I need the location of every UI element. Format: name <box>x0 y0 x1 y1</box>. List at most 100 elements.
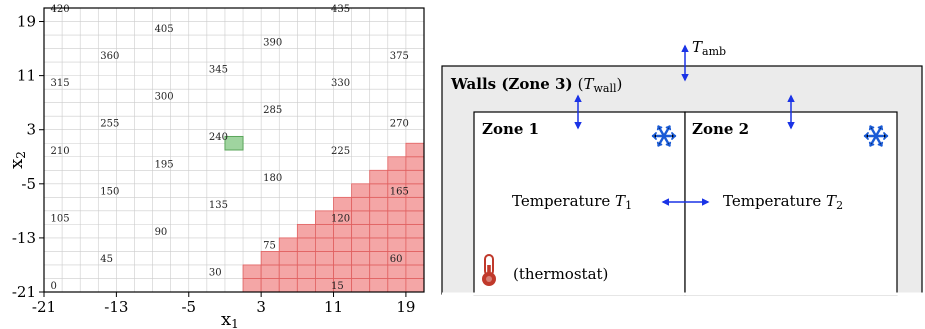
region-label: 135 <box>209 200 228 211</box>
unsafe-cell <box>405 196 425 212</box>
region-label: 105 <box>51 213 70 224</box>
region-label: 300 <box>155 92 174 103</box>
unsafe-cell <box>405 278 425 293</box>
axis-ticks: -21 -13 -5 3 11 19 19 11 3 -5 -13 -21 <box>12 13 416 316</box>
unsafe-cell <box>242 264 262 279</box>
unsafe-cell <box>405 142 425 158</box>
unsafe-cell <box>387 278 407 293</box>
unsafe-cell <box>405 156 425 171</box>
unsafe-cell <box>242 278 262 293</box>
region-label: 60 <box>390 254 403 265</box>
unsafe-region <box>242 142 425 293</box>
thermostat-label: (thermostat) <box>513 265 608 283</box>
unsafe-cell <box>315 223 334 239</box>
region-label: 120 <box>331 213 350 224</box>
unsafe-cell <box>369 251 389 266</box>
x-axis-label: x1 <box>221 309 239 329</box>
region-label: 150 <box>100 186 119 197</box>
unsafe-cell <box>405 251 425 266</box>
y-tick-label: -5 <box>21 175 36 193</box>
plot-frame <box>43 7 425 293</box>
unsafe-cell <box>351 210 371 225</box>
x-tick-label: -13 <box>104 298 128 316</box>
unsafe-cell <box>405 210 425 225</box>
y-tick-label: 3 <box>26 121 36 139</box>
unsafe-cell <box>369 196 389 212</box>
unsafe-cell <box>315 237 334 252</box>
region-label: 165 <box>390 186 409 197</box>
region-label: 240 <box>209 132 228 143</box>
zone2-title: Zone 2 <box>692 120 749 138</box>
unsafe-cell <box>333 264 353 279</box>
unsafe-cell <box>296 251 316 266</box>
region-label: 420 <box>51 4 70 15</box>
unsafe-cell <box>296 278 316 293</box>
unsafe-cell <box>387 223 407 239</box>
region-label: 15 <box>331 281 344 292</box>
unsafe-cell <box>387 264 407 279</box>
region-label: 75 <box>263 240 276 251</box>
unsafe-cell <box>405 264 425 279</box>
region-label: 30 <box>209 267 222 278</box>
zone-2 <box>684 111 898 296</box>
unsafe-cell <box>278 251 298 266</box>
unsafe-cell <box>351 196 371 212</box>
unsafe-cell <box>296 264 316 279</box>
snowflake-icon <box>863 125 889 147</box>
unsafe-cell <box>333 196 353 212</box>
region-label: 255 <box>100 119 119 130</box>
x-tick-label: -5 <box>181 298 196 316</box>
ambient-label: Tamb <box>692 38 726 58</box>
unsafe-cell <box>387 210 407 225</box>
y-tick-label: 11 <box>17 67 36 85</box>
region-label: 345 <box>209 65 228 76</box>
zone-1 <box>473 111 686 296</box>
goal-cell <box>224 135 244 151</box>
x-tick-label: 11 <box>324 298 343 316</box>
region-label: 285 <box>263 105 282 116</box>
unsafe-cell <box>387 196 407 212</box>
unsafe-cell <box>387 169 407 185</box>
region-label: 180 <box>263 173 282 184</box>
unsafe-cell <box>333 237 353 252</box>
unsafe-cell <box>296 237 316 252</box>
unsafe-cell <box>387 156 407 171</box>
unsafe-cell <box>387 237 407 252</box>
unsafe-cell <box>260 251 280 266</box>
unsafe-cell <box>315 251 334 266</box>
region-label: 195 <box>155 159 174 170</box>
unsafe-cell <box>351 264 371 279</box>
unsafe-cell <box>278 264 298 279</box>
unsafe-cell <box>351 251 371 266</box>
unsafe-cell <box>369 223 389 239</box>
region-label: 315 <box>51 78 70 89</box>
unsafe-cell <box>369 210 389 225</box>
region-label: 45 <box>100 254 113 265</box>
unsafe-cell <box>260 278 280 293</box>
unsafe-cell <box>260 264 280 279</box>
region-label: 0 <box>51 281 57 292</box>
unsafe-cell <box>405 223 425 239</box>
region-label: 270 <box>390 119 409 130</box>
thermometer-icon <box>482 254 496 286</box>
region-label: 405 <box>155 24 174 35</box>
x-tick-label: 3 <box>256 298 266 316</box>
unsafe-cell <box>333 223 353 239</box>
region-label: 225 <box>331 146 350 157</box>
unsafe-cell <box>369 278 389 293</box>
region-label: 375 <box>390 51 409 62</box>
unsafe-cell <box>369 169 389 185</box>
region-label: 390 <box>263 38 282 49</box>
unsafe-cell <box>369 237 389 252</box>
unsafe-cell <box>351 278 371 293</box>
snowflake-icon <box>651 125 677 147</box>
temperature-1-label: Temperature T1 <box>512 192 632 212</box>
unsafe-cell <box>296 223 316 239</box>
unsafe-cell <box>278 237 298 252</box>
unsafe-cell <box>333 251 353 266</box>
region-label: 330 <box>331 78 350 89</box>
region-label: 360 <box>100 51 119 62</box>
x-tick-label: 19 <box>396 298 415 316</box>
unsafe-cell <box>351 223 371 239</box>
